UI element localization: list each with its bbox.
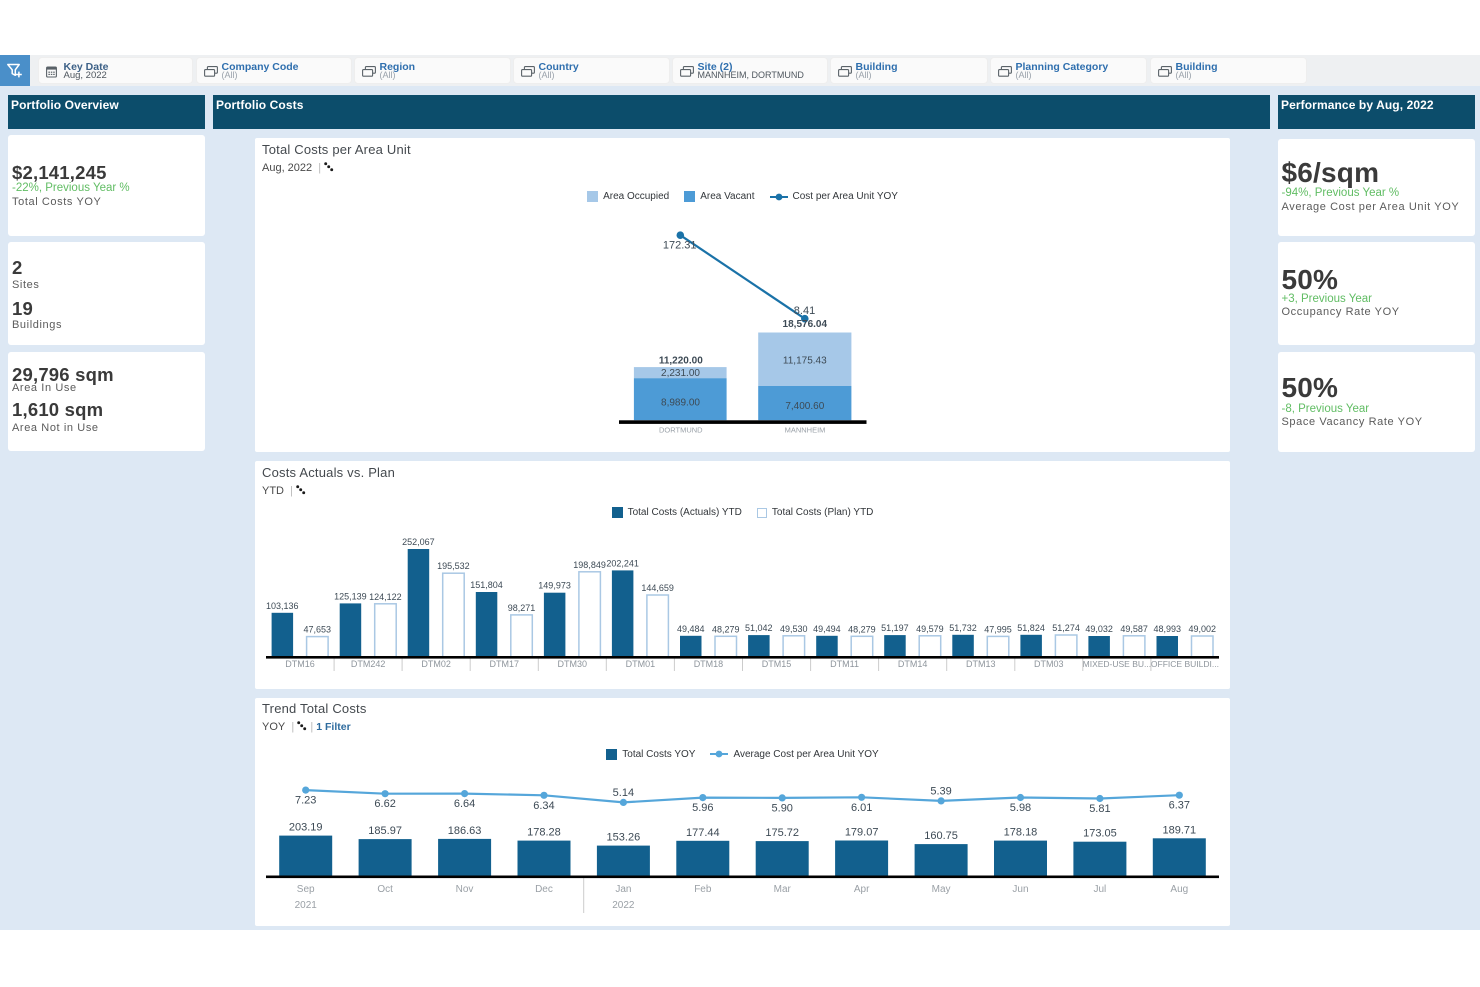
svg-text:Sep: Sep [297, 884, 315, 895]
svg-text:DTM02: DTM02 [421, 659, 451, 669]
svg-text:189.71: 189.71 [1163, 824, 1197, 836]
svg-text:49,579: 49,579 [916, 624, 944, 634]
svg-text:49,032: 49,032 [1085, 624, 1113, 634]
svg-text:DTM16: DTM16 [285, 659, 315, 669]
svg-text:7,400.60: 7,400.60 [785, 401, 824, 412]
svg-text:49,484: 49,484 [677, 624, 705, 634]
svg-text:Mar: Mar [774, 884, 792, 895]
svg-text:DTM03: DTM03 [1034, 659, 1064, 669]
svg-text:5.81: 5.81 [1089, 803, 1110, 815]
svg-text:179.07: 179.07 [845, 826, 879, 838]
svg-text:6.34: 6.34 [533, 800, 554, 812]
svg-text:51,732: 51,732 [949, 623, 977, 633]
svg-text:178.28: 178.28 [527, 827, 561, 839]
svg-text:6.62: 6.62 [374, 798, 395, 810]
svg-text:Nov: Nov [456, 884, 474, 895]
svg-text:6.37: 6.37 [1169, 800, 1190, 812]
svg-text:6.64: 6.64 [454, 798, 475, 810]
svg-text:11,175.43: 11,175.43 [783, 356, 827, 367]
svg-text:8.41: 8.41 [794, 305, 815, 317]
svg-text:178.18: 178.18 [1004, 827, 1038, 839]
svg-text:5.96: 5.96 [692, 802, 713, 814]
svg-text:177.44: 177.44 [686, 827, 720, 839]
svg-text:5.98: 5.98 [1010, 802, 1031, 814]
svg-text:51,042: 51,042 [745, 623, 773, 633]
svg-text:DTM14: DTM14 [898, 659, 928, 669]
svg-text:98,271: 98,271 [508, 603, 536, 613]
svg-text:103,136: 103,136 [266, 601, 299, 611]
svg-text:Jun: Jun [1012, 884, 1028, 895]
svg-text:49,494: 49,494 [813, 624, 841, 634]
svg-text:DTM15: DTM15 [762, 659, 792, 669]
svg-text:175.72: 175.72 [765, 827, 799, 839]
svg-text:Oct: Oct [377, 884, 393, 895]
svg-text:149,973: 149,973 [538, 581, 571, 591]
svg-text:18,576.04: 18,576.04 [783, 319, 828, 330]
svg-text:2022: 2022 [612, 900, 635, 911]
svg-text:8,989.00: 8,989.00 [661, 398, 700, 409]
svg-text:51,274: 51,274 [1052, 623, 1080, 633]
svg-text:51,824: 51,824 [1017, 623, 1045, 633]
svg-text:Jul: Jul [1094, 884, 1107, 895]
svg-text:51,197: 51,197 [881, 623, 909, 633]
svg-text:153.26: 153.26 [607, 832, 641, 844]
svg-text:195,532: 195,532 [437, 561, 470, 571]
svg-text:Jan: Jan [615, 884, 631, 895]
svg-text:2,231.00: 2,231.00 [661, 368, 700, 379]
svg-text:DTM01: DTM01 [626, 659, 656, 669]
svg-text:151,804: 151,804 [470, 580, 503, 590]
svg-text:144,659: 144,659 [641, 583, 674, 593]
svg-text:MANNHEIM: MANNHEIM [785, 425, 826, 434]
svg-text:Apr: Apr [854, 884, 870, 895]
svg-text:202,241: 202,241 [606, 558, 639, 568]
svg-text:DTM30: DTM30 [558, 659, 588, 669]
svg-text:203.19: 203.19 [289, 822, 323, 834]
svg-text:DTM11: DTM11 [830, 659, 859, 669]
svg-text:198,849: 198,849 [573, 560, 606, 570]
svg-text:Dec: Dec [535, 884, 553, 895]
svg-text:160.75: 160.75 [924, 830, 958, 842]
svg-text:186.63: 186.63 [448, 825, 482, 837]
svg-text:DTM13: DTM13 [966, 659, 996, 669]
svg-text:11,220.00: 11,220.00 [659, 355, 703, 366]
svg-text:5.39: 5.39 [930, 785, 951, 797]
svg-text:May: May [932, 884, 951, 895]
svg-text:185.97: 185.97 [368, 825, 402, 837]
svg-text:48,993: 48,993 [1153, 624, 1181, 634]
svg-text:49,530: 49,530 [780, 624, 808, 634]
svg-text:125,139: 125,139 [334, 591, 367, 601]
svg-text:DTM18: DTM18 [694, 659, 724, 669]
svg-text:5.14: 5.14 [613, 787, 634, 799]
svg-text:2021: 2021 [295, 900, 318, 911]
svg-text:49,002: 49,002 [1188, 624, 1216, 634]
svg-text:173.05: 173.05 [1083, 828, 1117, 840]
svg-text:DTM242: DTM242 [351, 659, 386, 669]
svg-text:172.31: 172.31 [663, 239, 697, 251]
svg-text:47,995: 47,995 [984, 624, 1012, 634]
svg-text:Aug: Aug [1170, 884, 1188, 895]
svg-text:Feb: Feb [694, 884, 712, 895]
svg-text:48,279: 48,279 [848, 624, 876, 634]
svg-text:7.23: 7.23 [295, 795, 316, 807]
svg-text:6.01: 6.01 [851, 802, 872, 814]
svg-text:5.90: 5.90 [772, 802, 793, 814]
svg-text:49,587: 49,587 [1120, 624, 1148, 634]
svg-text:124,122: 124,122 [369, 592, 402, 602]
svg-text:DTM17: DTM17 [489, 659, 519, 669]
svg-text:OFFICE BUILDI...: OFFICE BUILDI... [1151, 659, 1219, 669]
svg-text:47,653: 47,653 [304, 625, 332, 635]
svg-text:48,279: 48,279 [712, 624, 740, 634]
svg-text:MIXED-USE BU...: MIXED-USE BU... [1083, 659, 1151, 669]
svg-text:252,067: 252,067 [402, 537, 435, 547]
svg-text:DORTMUND: DORTMUND [659, 425, 703, 434]
